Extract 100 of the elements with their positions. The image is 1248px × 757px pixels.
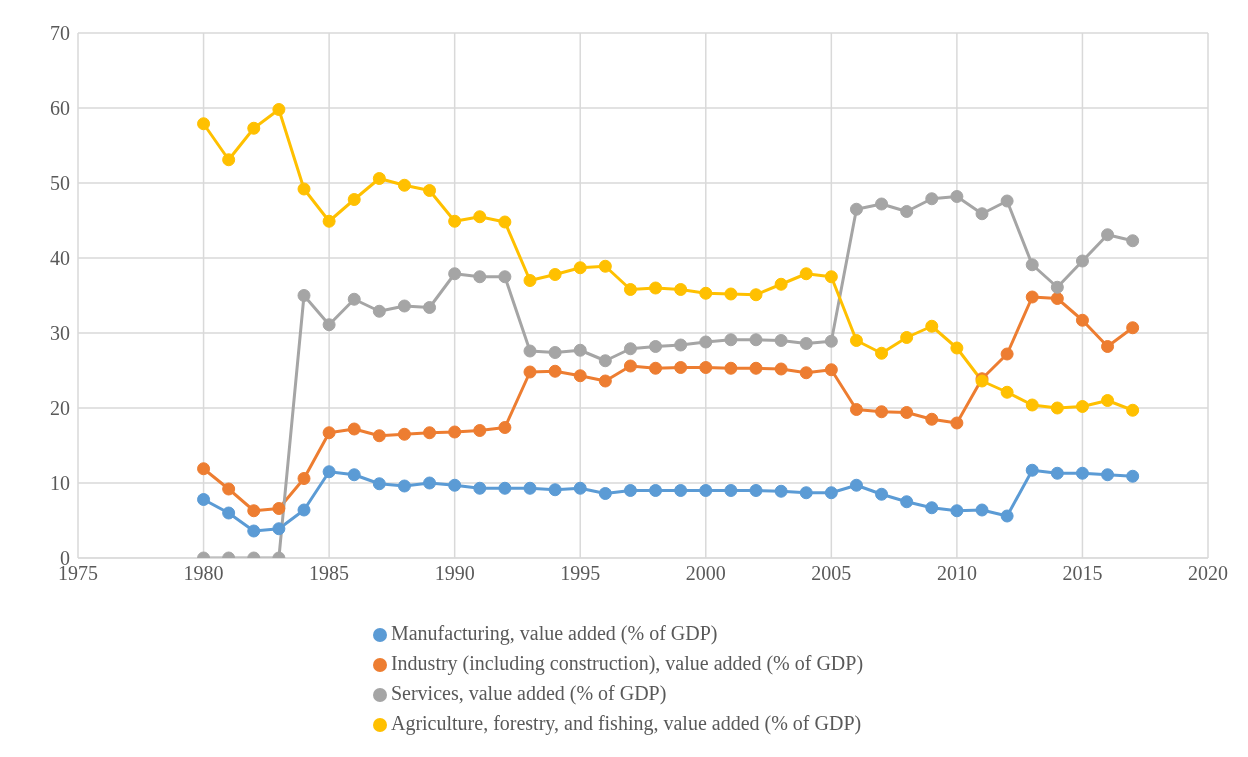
point — [975, 503, 989, 517]
point — [799, 366, 813, 380]
point — [498, 421, 512, 434]
point — [749, 333, 763, 347]
point — [473, 270, 487, 284]
point — [297, 289, 311, 302]
x-tick-label: 1995 — [560, 562, 601, 585]
point — [1000, 509, 1014, 523]
point — [875, 197, 889, 211]
point — [372, 172, 386, 185]
point — [799, 337, 813, 350]
point — [573, 343, 587, 357]
point — [774, 334, 788, 347]
point — [347, 468, 361, 482]
point — [423, 184, 437, 197]
point — [297, 182, 311, 196]
point — [724, 333, 738, 347]
point — [849, 478, 863, 492]
x-tick-label: 2005 — [811, 562, 852, 585]
y-tick-label: 70 — [50, 22, 70, 45]
point — [925, 412, 939, 426]
point — [1025, 290, 1039, 304]
point — [297, 472, 311, 485]
point — [925, 319, 939, 333]
point — [799, 267, 813, 281]
point — [548, 346, 562, 359]
point — [397, 427, 411, 441]
point — [925, 501, 939, 515]
point — [1050, 466, 1064, 480]
point — [473, 481, 487, 495]
point — [649, 484, 663, 497]
point — [674, 361, 688, 374]
y-tick-label: 30 — [50, 322, 70, 345]
point — [950, 190, 964, 203]
point — [649, 281, 663, 295]
point — [1126, 469, 1140, 483]
point — [724, 361, 738, 375]
point — [824, 363, 838, 377]
point — [322, 318, 336, 332]
point — [900, 205, 914, 218]
point — [423, 476, 437, 490]
point — [749, 288, 763, 302]
point — [222, 506, 236, 520]
point — [623, 342, 637, 356]
point — [397, 479, 411, 493]
point — [1101, 228, 1115, 242]
x-tick-label: 1990 — [434, 562, 475, 585]
point — [1025, 398, 1039, 412]
y-tick-label: 20 — [50, 397, 70, 420]
point — [448, 425, 462, 439]
point — [1075, 313, 1089, 327]
point — [523, 344, 537, 358]
point — [448, 478, 462, 492]
point — [749, 361, 763, 375]
point — [1075, 400, 1089, 413]
point — [1075, 466, 1089, 480]
point — [297, 503, 311, 517]
point — [347, 422, 361, 436]
x-tick-label: 2000 — [685, 562, 726, 585]
point — [824, 270, 838, 284]
point — [523, 274, 537, 287]
point — [598, 487, 612, 500]
point — [699, 286, 713, 300]
point — [548, 364, 562, 378]
point — [598, 374, 612, 388]
point — [774, 484, 788, 498]
point — [900, 331, 914, 344]
point — [1126, 403, 1140, 417]
point — [1000, 194, 1014, 208]
point — [222, 482, 236, 496]
x-tick-label: 1980 — [183, 562, 224, 585]
point — [849, 202, 863, 216]
point — [598, 354, 612, 368]
point — [498, 481, 512, 495]
point — [1050, 292, 1064, 305]
point — [1000, 385, 1014, 399]
point — [1101, 340, 1115, 353]
point — [498, 215, 512, 229]
point — [322, 426, 336, 440]
point — [448, 214, 462, 228]
point — [347, 193, 361, 206]
point — [548, 483, 562, 497]
point — [975, 207, 989, 221]
point — [1126, 321, 1140, 335]
point — [749, 484, 763, 497]
point — [197, 493, 211, 506]
point — [272, 103, 286, 116]
point — [397, 299, 411, 313]
point — [598, 259, 612, 273]
point — [774, 362, 788, 376]
point — [1025, 258, 1039, 272]
point — [950, 504, 964, 518]
point — [1050, 280, 1064, 294]
y-tick-label: 60 — [50, 97, 70, 120]
point — [623, 283, 637, 296]
point — [573, 261, 587, 275]
y-tick-label: 50 — [50, 172, 70, 195]
point — [473, 424, 487, 437]
legend-label: Services, value added (% of GDP) — [390, 682, 667, 704]
point — [423, 301, 437, 314]
